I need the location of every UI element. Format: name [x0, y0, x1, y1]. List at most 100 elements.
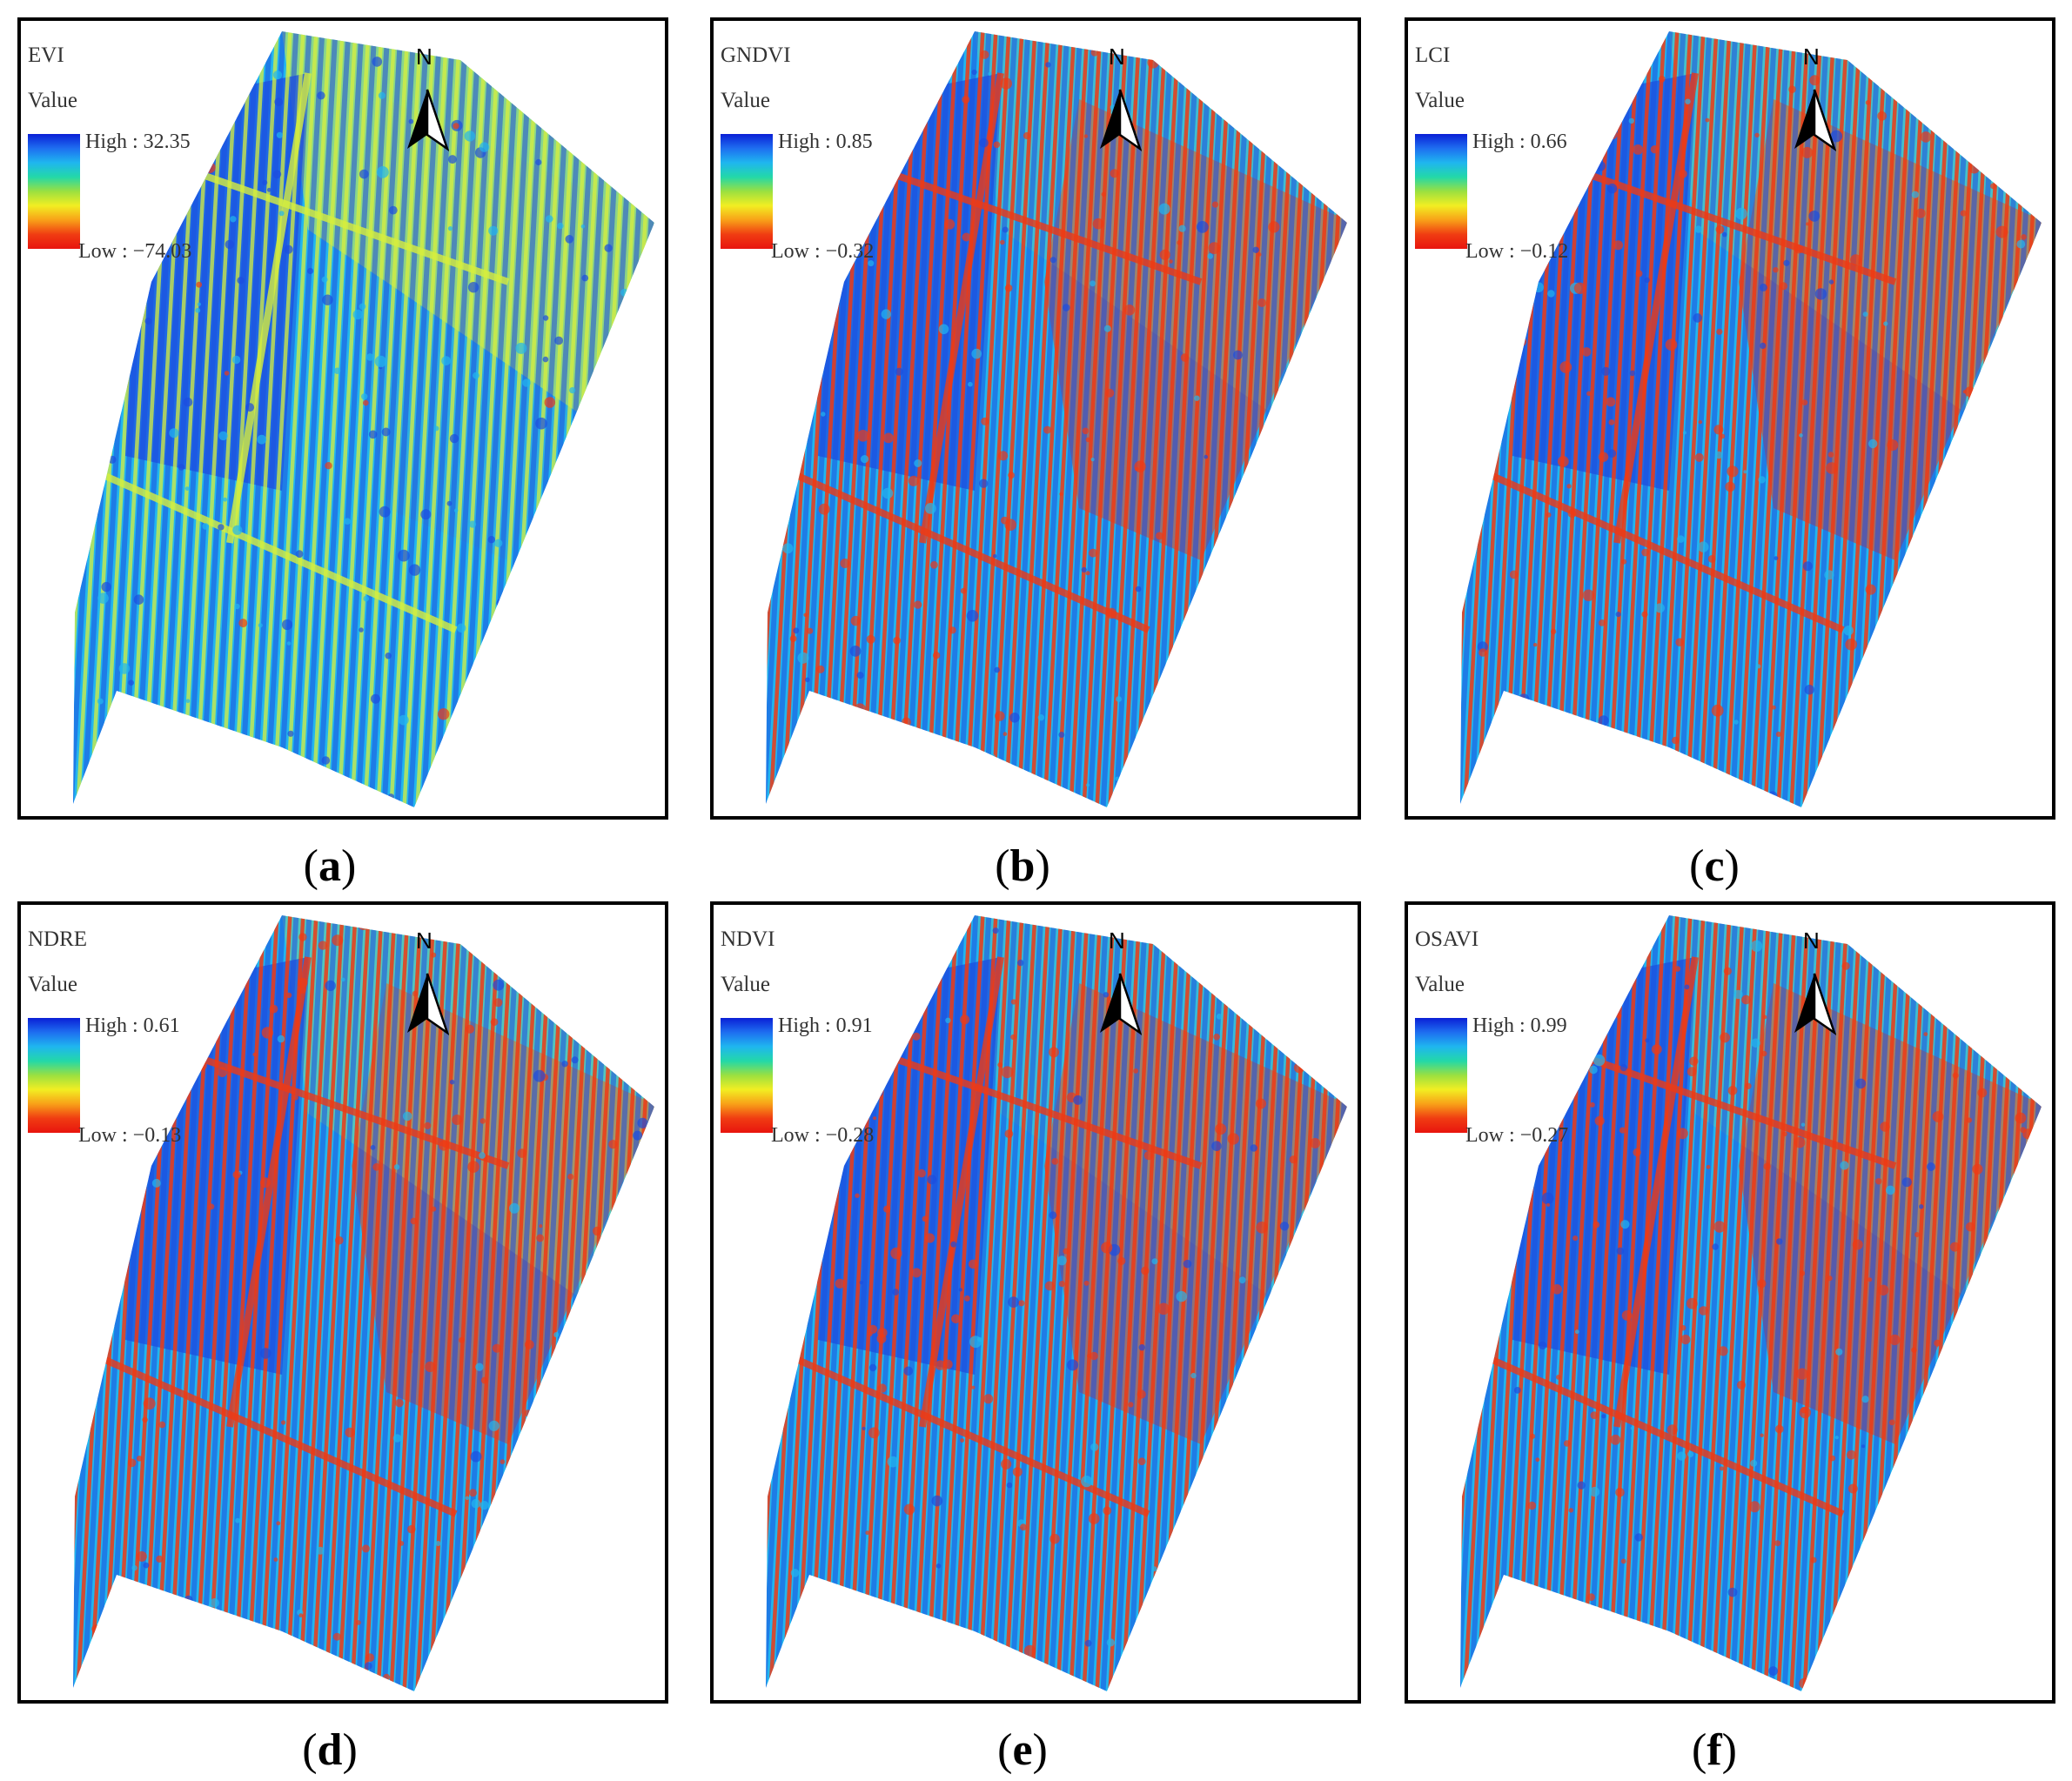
pixel-speckle: [1486, 96, 1493, 103]
pixel-speckle: [1718, 1346, 1728, 1356]
pixel-speckle: [465, 1024, 475, 1034]
pixel-speckle: [600, 966, 608, 974]
pixel-speckle: [1103, 992, 1110, 998]
crop-row: [1697, 915, 1746, 1691]
pixel-speckle: [1141, 1266, 1150, 1275]
pixel-speckle: [1861, 1444, 1866, 1449]
pixel-speckle: [958, 1288, 962, 1292]
pixel-speckle: [469, 1489, 477, 1497]
pixel-speckle: [1574, 1329, 1579, 1335]
pixel-speckle: [913, 1628, 917, 1633]
crop-row: [1971, 915, 2020, 1691]
pixel-speckle: [1677, 1451, 1686, 1461]
pixel-speckle: [875, 1089, 883, 1097]
pixel-speckle: [1788, 85, 1796, 93]
crop-row: [584, 31, 633, 807]
pixel-speckle: [961, 773, 967, 778]
pixel-speckle: [1868, 439, 1878, 449]
pixel-speckle: [1242, 59, 1249, 66]
crop-canopy: [1270, 915, 1318, 1691]
index-name: NDVI: [721, 927, 775, 951]
pixel-speckle: [363, 399, 369, 406]
pixel-speckle: [238, 619, 248, 628]
pixel-speckle: [1313, 180, 1325, 192]
crop-row: [427, 31, 476, 807]
pixel-speckle: [447, 226, 453, 231]
field-road: [1485, 470, 1845, 633]
pixel-speckle: [272, 170, 282, 179]
pixel-speckle: [563, 686, 572, 694]
pixel-speckle: [1720, 1032, 1730, 1043]
pixel-speckle: [97, 698, 104, 705]
crop-row: [1749, 31, 1798, 807]
pixel-speckle: [336, 786, 342, 792]
pixel-speckle: [1051, 1158, 1059, 1165]
crop-row: [1619, 915, 1667, 1691]
pixel-speckle: [431, 1206, 437, 1212]
pixel-speckle: [1969, 550, 1978, 559]
pixel-speckle: [276, 1521, 281, 1526]
pixel-speckle: [321, 756, 331, 765]
pixel-speckle: [642, 1402, 648, 1408]
pixel-speckle: [1085, 437, 1091, 443]
north-arrow-icon: [1794, 973, 1836, 1035]
pixel-speckle: [850, 615, 861, 626]
pixel-speckle: [234, 603, 240, 610]
crop-canopy: [1716, 915, 1765, 1691]
pixel-speckle: [156, 1555, 164, 1563]
crop-row: [1133, 915, 1182, 1691]
crop-row: [1736, 915, 1785, 1691]
north-arrow-label: N: [1803, 44, 1820, 70]
pixel-speckle: [449, 1079, 455, 1085]
pixel-speckle: [133, 594, 144, 605]
crop-row: [388, 915, 437, 1691]
pixel-speckle: [1147, 57, 1159, 69]
pixel-speckle: [1173, 45, 1183, 54]
pixel-speckle: [127, 1458, 137, 1468]
pixel-speckle: [920, 933, 928, 941]
pixel-speckle: [1715, 224, 1725, 234]
pixel-speckle: [231, 355, 241, 365]
field-road: [851, 157, 1203, 285]
legend-title: Value: [1415, 89, 1465, 112]
map-panel-e: NDVI Value High : 0.91 Low : −0.28 N: [710, 901, 1361, 1704]
pixel-speckle: [392, 1434, 402, 1443]
crop-row: [1997, 915, 2042, 1691]
panel-caption-f: (f): [1692, 1725, 1737, 1775]
pixel-speckle: [1115, 776, 1120, 781]
crop-row: [453, 31, 502, 807]
legend-title: Value: [721, 973, 770, 996]
north-arrow-label: N: [1803, 927, 1820, 954]
pixel-speckle: [1581, 347, 1592, 357]
pixel-speckle: [1211, 201, 1219, 208]
pixel-speckle: [335, 1235, 344, 1245]
pixel-speckle: [1538, 1068, 1543, 1073]
pixel-speckle: [1004, 519, 1016, 531]
pixel-speckle: [608, 164, 616, 171]
crop-canopy: [1572, 915, 1621, 1691]
pixel-speckle: [890, 1247, 902, 1260]
pixel-speckle: [1628, 117, 1634, 124]
crop-row: [401, 31, 450, 807]
legend-color-ramp: [28, 134, 80, 249]
crop-canopy: [1834, 31, 1882, 807]
crop-canopy: [1990, 915, 2039, 1691]
pixel-speckle: [1177, 687, 1190, 700]
field-road: [97, 1354, 458, 1517]
pixel-speckle: [1998, 1502, 2009, 1513]
pixel-speckle: [1886, 1185, 1895, 1195]
crop-row: [1264, 915, 1312, 1691]
pixel-speckle: [966, 610, 979, 622]
crop-row: [284, 915, 332, 1691]
pixel-speckle: [1722, 231, 1727, 238]
pixel-speckle: [968, 381, 973, 387]
pixel-speckle: [1804, 685, 1814, 695]
pixel-speckle: [459, 1336, 466, 1343]
crop-row: [1997, 31, 2042, 807]
pixel-speckle: [604, 244, 613, 252]
pixel-speckle: [903, 1366, 914, 1376]
pixel-speckle: [633, 1130, 643, 1141]
pixel-speckle: [1806, 222, 1810, 226]
field-road: [790, 470, 1150, 633]
field-road: [919, 72, 1004, 544]
